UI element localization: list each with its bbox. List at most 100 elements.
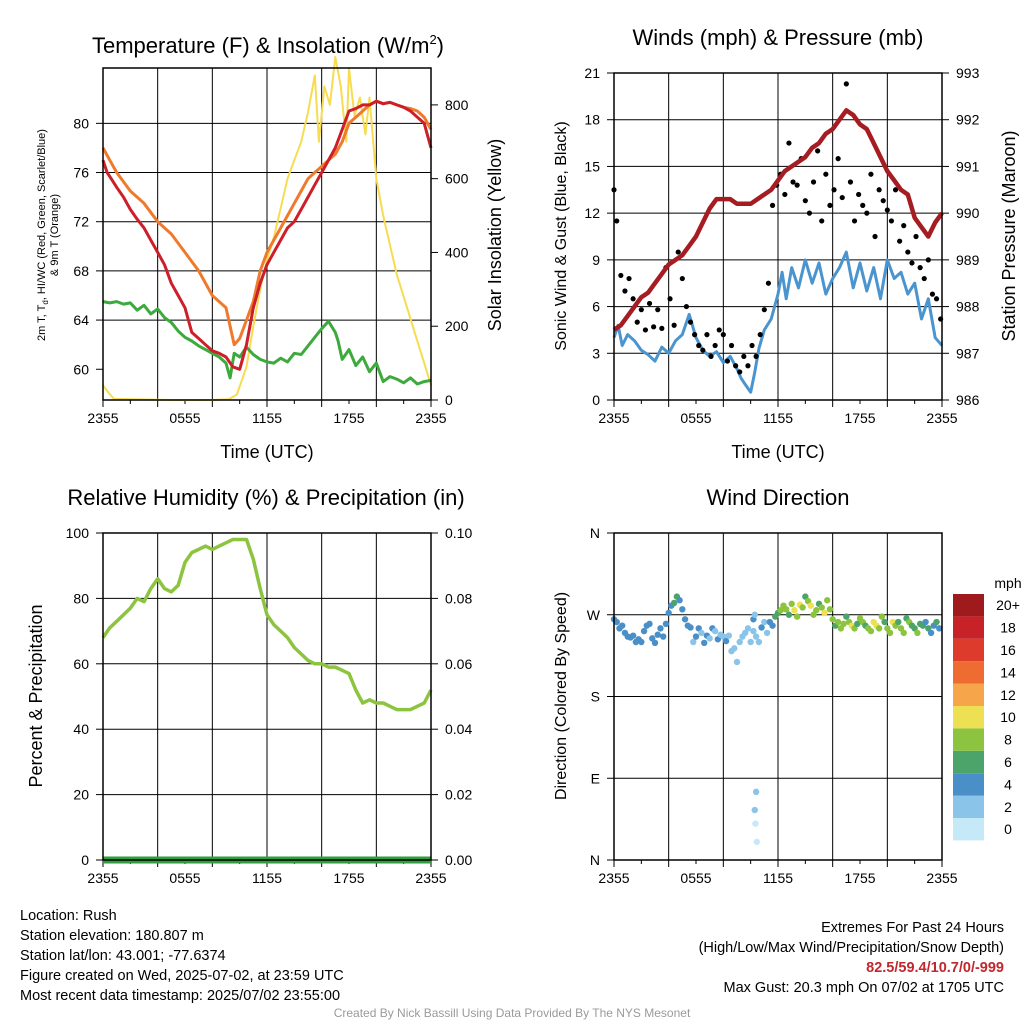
direction-point: [840, 620, 847, 628]
humidity-xtick-label: 1755: [333, 870, 364, 886]
winds-point: [708, 353, 714, 359]
direction-xtick-label: 1755: [844, 870, 875, 886]
direction-point: [821, 609, 828, 617]
winds-point: [806, 210, 813, 216]
temperature-series-line: [102, 300, 432, 386]
winds-ytick-label: 0: [592, 392, 600, 408]
temperature-xtick-label: 0555: [169, 410, 200, 426]
winds-series-line: [612, 250, 944, 394]
direction-point: [698, 629, 705, 637]
winds-point: [925, 257, 931, 263]
temperature-ylabel-left: 2m T, Td, HI/WC (Red, Green, Scarlet/Blu…: [36, 129, 50, 341]
direction-point: [755, 638, 763, 646]
temperature-xtick-label: 1755: [333, 410, 364, 426]
direction-point: [690, 638, 697, 646]
humidity-ytick-label: 80: [73, 590, 89, 606]
winds-point: [876, 187, 882, 193]
direction-point: [744, 625, 752, 632]
winds-point: [683, 303, 690, 310]
colorbar-swatch: [953, 594, 984, 617]
direction-point: [619, 622, 626, 629]
direction-point: [895, 618, 902, 626]
direction-title: Wind Direction: [706, 485, 849, 510]
direction-point: [843, 613, 850, 620]
direction-ylabel-left: Direction (Colored By Speed): [553, 592, 570, 800]
direction-point: [692, 633, 700, 640]
winds-point: [651, 324, 657, 330]
humidity-xtick-label: 2355: [87, 870, 118, 886]
direction-point: [679, 606, 686, 613]
winds-point: [700, 347, 706, 353]
winds-point: [741, 353, 747, 359]
direction-ytick-label: S: [591, 689, 600, 705]
winds-ytick-label: 12: [584, 205, 600, 221]
station-latlon: Station lat/lon: 43.001; -77.6374: [20, 948, 226, 964]
winds-ytick-right-label: 991: [956, 158, 980, 174]
winds-ytick-label: 3: [592, 345, 600, 361]
direction-point: [826, 606, 834, 613]
winds-point: [761, 307, 767, 313]
winds-point: [642, 327, 649, 333]
temperature-ytick-right-label: 0: [445, 392, 453, 408]
temperature-xtick-label: 2355: [415, 410, 446, 426]
colorbar-swatch: [953, 795, 984, 818]
winds-ytick-right-label: 990: [956, 205, 980, 221]
winds-title: Winds (mph) & Pressure (mb): [633, 25, 924, 50]
temperature-ytick-right-label: 400: [445, 244, 469, 260]
humidity-plot-frame: [102, 532, 432, 861]
winds-point: [815, 148, 821, 154]
extremes-values: 82.5/59.4/10.7/0/-999: [866, 960, 1004, 976]
winds-ylabel-left: Sonic Wind & Gust (Blue, Black): [553, 121, 570, 350]
winds-plot-frame: [613, 72, 943, 401]
direction-point: [936, 625, 943, 632]
temperature-series-line: [102, 55, 432, 401]
temperature-plot-frame: [102, 67, 432, 401]
winds-point: [753, 353, 759, 359]
direction-point: [731, 645, 738, 652]
direction-point: [711, 627, 719, 635]
direction-xtick-label: 1155: [763, 870, 793, 886]
direction-ytick-label: N: [590, 525, 600, 541]
winds-point: [728, 342, 735, 349]
winds-ylabel-right: Station Pressure (Maroon): [999, 130, 1019, 341]
direction-point: [660, 633, 667, 640]
direction-point: [867, 627, 875, 635]
direction-point: [638, 638, 645, 646]
winds-point: [745, 363, 751, 369]
winds-point: [765, 280, 772, 286]
winds-point: [835, 156, 841, 162]
station-info: Location: Rush Station elevation: 180.80…: [20, 906, 344, 1006]
direction-point: [769, 622, 776, 629]
winds-point: [909, 260, 915, 266]
direction-point: [829, 616, 836, 623]
temperature-ytick-label: 72: [73, 214, 89, 230]
colorbar-label: 2: [1004, 799, 1012, 815]
winds-point: [733, 363, 739, 369]
direction-point: [646, 620, 653, 628]
figure-created: Figure created on Wed, 2025-07-02, at 23…: [20, 968, 344, 984]
mesonet-figure: Temperature (F) & Insolation (W/m2) 2355…: [26, 25, 1022, 886]
humidity-ytick-label: 40: [73, 721, 89, 737]
direction-point: [933, 618, 940, 626]
winds-point: [823, 171, 829, 177]
colorbar-label: 20+: [996, 597, 1020, 613]
extremes-subtitle: (High/Low/Max Wind/Precipitation/Snow De…: [698, 940, 1004, 956]
winds-point: [716, 327, 722, 333]
colorbar-label: 0: [1004, 821, 1012, 837]
winds-point: [827, 202, 833, 208]
direction-ytick-label: E: [591, 770, 600, 786]
direction-point: [824, 597, 831, 604]
colorbar-label: 14: [1000, 664, 1016, 680]
humidity-title: Relative Humidity (%) & Precipitation (i…: [67, 485, 464, 510]
temperature-ytick-right-label: 800: [445, 97, 469, 113]
winds-ytick-right-label: 989: [956, 252, 980, 268]
colorbar: 0 2 4 6 8 10 12 14 16 18 20+: [953, 594, 1020, 841]
humidity-ytick-label: 100: [66, 525, 90, 541]
winds-ytick-right-label: 986: [956, 392, 980, 408]
direction-point: [886, 629, 894, 637]
colorbar-label: 10: [1000, 709, 1016, 725]
winds-point: [655, 307, 661, 313]
humidity-ytick-label: 60: [73, 656, 89, 672]
winds-point: [819, 218, 825, 224]
direction-xtick-label: 2355: [598, 870, 629, 886]
